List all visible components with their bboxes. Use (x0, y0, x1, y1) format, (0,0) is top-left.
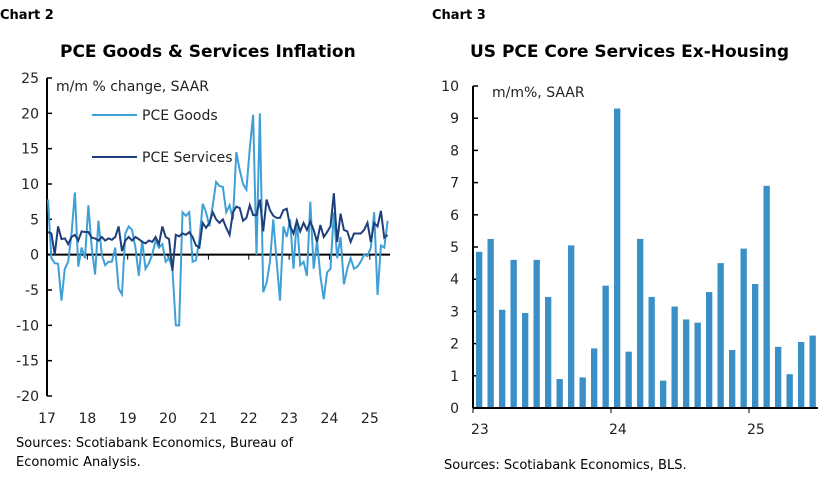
chart3-x-tick-label: 24 (609, 422, 627, 438)
chart3-bar (614, 108, 621, 408)
chart3-bar (556, 379, 563, 408)
chart3-bar (579, 377, 586, 408)
chart3-bar (533, 259, 540, 408)
chart3-y-tick-label: 9 (450, 111, 459, 127)
chart3-bar (717, 263, 724, 408)
chart2-label: Chart 2 (0, 8, 54, 23)
chart3-x-tick-label: 23 (471, 422, 489, 438)
chart3-bar (694, 322, 701, 408)
chart3-source: Sources: Scotiabank Economics, BLS. (444, 458, 687, 473)
chart2-y-tick-label: 5 (30, 212, 39, 228)
chart2-x-tick-label: 22 (240, 411, 258, 427)
chart3-x-tick-label: 25 (747, 422, 765, 438)
chart3-label: Chart 3 (432, 8, 486, 23)
chart3-bar (637, 238, 644, 408)
chart3-bar (545, 296, 552, 408)
chart3-bar (522, 313, 529, 408)
chart2-title: PCE Goods & Services Inflation (60, 42, 356, 62)
chart3-y-axis-label: m/m%, SAAR (492, 85, 585, 101)
chart2-x-tick-label: 24 (321, 411, 339, 427)
chart2-y-tick-label: 15 (21, 142, 39, 158)
chart3-bar (683, 319, 690, 408)
chart3-bar (499, 309, 506, 408)
chart2-x-tick-label: 21 (199, 411, 217, 427)
chart2-y-tick-label: 25 (21, 71, 39, 87)
chart2-y-tick-label: -20 (16, 389, 39, 405)
chart2-x-tick-label: 23 (280, 411, 298, 427)
chart2-legend-label: PCE Services (142, 150, 233, 166)
chart3-bar (798, 341, 805, 408)
chart3-bar (763, 185, 770, 408)
chart2-x-tick-label: 25 (361, 411, 379, 427)
chart3-y-tick-label: 3 (450, 304, 459, 320)
chart3-bar (648, 296, 655, 408)
chart3-bar (706, 292, 713, 408)
chart3-bar (809, 335, 816, 408)
chart3-bar (602, 285, 609, 408)
chart3-bar (591, 348, 598, 408)
chart2-legend-label: PCE Goods (142, 108, 218, 124)
chart2-y-tick-label: 10 (21, 177, 39, 193)
chart3-y-tick-label: 6 (450, 208, 459, 224)
chart2-y-axis-label: m/m % change, SAAR (56, 79, 209, 95)
chart2-series-services-line (47, 193, 389, 272)
chart2-y-tick-label: -10 (16, 318, 39, 334)
chart2-series-goods-line (47, 113, 389, 327)
chart3-bar (775, 346, 782, 408)
chart2-x-tick-label: 20 (159, 411, 177, 427)
chart3-y-tick-label: 5 (450, 240, 459, 256)
chart3-bar (660, 380, 667, 408)
chart3-title: US PCE Core Services Ex-Housing (470, 42, 789, 62)
chart3-bar (729, 350, 736, 408)
chart3-bar (752, 284, 759, 408)
chart2-x-tick-label: 19 (119, 411, 137, 427)
chart3-bar (487, 238, 494, 408)
chart3-y-tick-label: 7 (450, 176, 459, 192)
chart3-bar (510, 259, 517, 408)
chart3-y-tick-label: 4 (450, 272, 459, 288)
chart3-y-tick-label: 8 (450, 143, 459, 159)
chart3-bar (786, 374, 793, 408)
chart3-y-tick-label: 2 (450, 337, 459, 353)
chart2-y-tick-label: -15 (16, 354, 39, 370)
chart3-bar (568, 245, 575, 408)
chart3-y-tick-label: 1 (450, 369, 459, 385)
chart3-bar (476, 251, 483, 408)
chart2-y-tick-label: 0 (30, 248, 39, 264)
chart2-y-tick-label: -5 (25, 283, 39, 299)
chart2-x-tick-label: 17 (38, 411, 56, 427)
chart3-bar (740, 248, 747, 408)
chart2-y-tick-label: 20 (21, 106, 39, 122)
chart2-x-tick-label: 18 (78, 411, 96, 427)
chart3-bar (625, 351, 632, 408)
chart3-y-tick-label: 10 (441, 79, 459, 95)
chart3-y-tick-label: 0 (450, 401, 459, 417)
chart2-source: Sources: Scotiabank Economics, Bureau of… (16, 436, 294, 470)
chart3-bar (671, 306, 678, 408)
